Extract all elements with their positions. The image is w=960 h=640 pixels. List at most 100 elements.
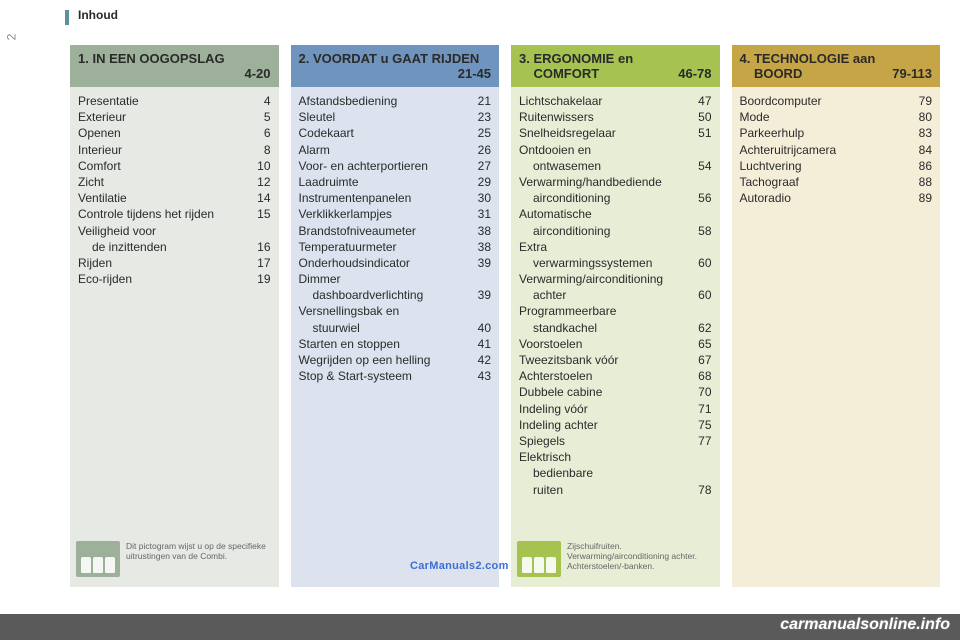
toc-row: Starten en stoppen41 bbox=[299, 336, 492, 352]
toc-label: Luchtvering bbox=[740, 158, 909, 174]
toc-page: 39 bbox=[467, 287, 491, 303]
toc-row: Snelheidsregelaar51 bbox=[519, 125, 712, 141]
toc-page: 38 bbox=[467, 223, 491, 239]
toc-label: Rijden bbox=[78, 255, 247, 271]
toc-row: Voor- en achterportieren27 bbox=[299, 158, 492, 174]
column-header: 1. IN EEN OOGOPSLAG4-20 bbox=[70, 45, 279, 87]
toc-label: Controle tijdens het rijden bbox=[78, 206, 247, 222]
watermark-text: CarManuals2.com bbox=[410, 560, 509, 572]
toc-page: 8 bbox=[247, 142, 271, 158]
toc-label: Openen bbox=[78, 125, 247, 141]
toc-label: Voorstoelen bbox=[519, 336, 688, 352]
toc-label: Indeling achter bbox=[519, 417, 688, 433]
column-title: 3. ERGONOMIE en bbox=[519, 51, 633, 66]
toc-page: 21 bbox=[467, 93, 491, 109]
toc-page bbox=[467, 271, 491, 287]
toc-row: ruiten78 bbox=[519, 482, 712, 498]
toc-row: Stop & Start-systeem43 bbox=[299, 368, 492, 384]
toc-page: 38 bbox=[467, 239, 491, 255]
toc-label: Afstandsbediening bbox=[299, 93, 468, 109]
column-subtitle: COMFORT bbox=[519, 66, 599, 81]
column-body: Lichtschakelaar47Ruitenwissers50Snelheid… bbox=[511, 87, 720, 587]
toc-row: Programmeerbare bbox=[519, 303, 712, 319]
toc-page: 4 bbox=[247, 93, 271, 109]
toc-row: bedienbare bbox=[519, 465, 712, 481]
toc-page: 47 bbox=[688, 93, 712, 109]
toc-row: Mode80 bbox=[740, 109, 933, 125]
toc-page: 19 bbox=[247, 271, 271, 287]
toc-page: 71 bbox=[688, 401, 712, 417]
toc-row: Luchtvering86 bbox=[740, 158, 933, 174]
toc-page: 16 bbox=[247, 239, 271, 255]
toc-row: Onderhoudsindicator39 bbox=[299, 255, 492, 271]
toc-label: bedienbare bbox=[519, 465, 688, 481]
toc-page: 43 bbox=[467, 368, 491, 384]
column-title: 2. VOORDAT u GAAT RIJDEN bbox=[299, 51, 480, 66]
toc-row: Presentatie4 bbox=[78, 93, 271, 109]
pictogram-note: Zijschuifruiten.Verwarming/airconditioni… bbox=[517, 541, 714, 577]
toc-page bbox=[247, 223, 271, 239]
toc-row: Sleutel23 bbox=[299, 109, 492, 125]
toc-label: Onderhoudsindicator bbox=[299, 255, 468, 271]
pictogram-note: Dit pictogram wijst u op de specifieke u… bbox=[76, 541, 273, 577]
toc-page: 26 bbox=[467, 142, 491, 158]
toc-page bbox=[467, 303, 491, 319]
toc-page: 78 bbox=[688, 482, 712, 498]
toc-label: Temperatuurmeter bbox=[299, 239, 468, 255]
column-title: 4. TECHNOLOGIE aan bbox=[740, 51, 876, 66]
toc-row: Veiligheid voor bbox=[78, 223, 271, 239]
toc-page: 10 bbox=[247, 158, 271, 174]
toc-row: Comfort10 bbox=[78, 158, 271, 174]
toc-label: Laadruimte bbox=[299, 174, 468, 190]
toc-row: Verwarming/airconditioning bbox=[519, 271, 712, 287]
toc-row: Codekaart25 bbox=[299, 125, 492, 141]
toc-row: Indeling vóór71 bbox=[519, 401, 712, 417]
toc-row: Achterstoelen68 bbox=[519, 368, 712, 384]
toc-page: 70 bbox=[688, 384, 712, 400]
toc-row: Verklikkerlampjes31 bbox=[299, 206, 492, 222]
toc-row: ontwasemen54 bbox=[519, 158, 712, 174]
toc-page bbox=[688, 465, 712, 481]
toc-label: airconditioning bbox=[519, 190, 688, 206]
toc-page: 15 bbox=[247, 206, 271, 222]
toc-label: achter bbox=[519, 287, 688, 303]
toc-row: stuurwiel40 bbox=[299, 320, 492, 336]
toc-page: 79 bbox=[908, 93, 932, 109]
column-header: 2. VOORDAT u GAAT RIJDEN21-45 bbox=[291, 45, 500, 87]
toc-row: Boordcomputer79 bbox=[740, 93, 933, 109]
toc-row: Brandstofniveaumeter38 bbox=[299, 223, 492, 239]
toc-column: 2. VOORDAT u GAAT RIJDEN21-45 Afstandsbed… bbox=[291, 45, 500, 587]
toc-page bbox=[688, 303, 712, 319]
toc-label: Autoradio bbox=[740, 190, 909, 206]
toc-label: Eco-rijden bbox=[78, 271, 247, 287]
toc-page: 5 bbox=[247, 109, 271, 125]
toc-label: Indeling vóór bbox=[519, 401, 688, 417]
toc-page: 65 bbox=[688, 336, 712, 352]
toc-page: 67 bbox=[688, 352, 712, 368]
seats-icon bbox=[76, 541, 120, 577]
toc-row: de inzittenden16 bbox=[78, 239, 271, 255]
toc-row: Dimmer bbox=[299, 271, 492, 287]
toc-row: Verwarming/handbediende bbox=[519, 174, 712, 190]
toc-page: 84 bbox=[908, 142, 932, 158]
toc-label: Wegrijden op een helling bbox=[299, 352, 468, 368]
toc-label: Sleutel bbox=[299, 109, 468, 125]
column-range: 21-45 bbox=[458, 66, 491, 81]
toc-label: Dubbele cabine bbox=[519, 384, 688, 400]
toc-row: verwarmingssystemen60 bbox=[519, 255, 712, 271]
toc-label: stuurwiel bbox=[299, 320, 468, 336]
toc-row: Laadruimte29 bbox=[299, 174, 492, 190]
toc-row: airconditioning58 bbox=[519, 223, 712, 239]
toc-row: Dubbele cabine70 bbox=[519, 384, 712, 400]
toc-row: Zicht12 bbox=[78, 174, 271, 190]
toc-row: achter60 bbox=[519, 287, 712, 303]
toc-page bbox=[688, 174, 712, 190]
toc-page: 31 bbox=[467, 206, 491, 222]
toc-row: Ventilatie14 bbox=[78, 190, 271, 206]
pictogram-text: Dit pictogram wijst u op de specifieke u… bbox=[126, 541, 273, 561]
toc-column: 3. ERGONOMIE en COMFORT46-78Lichtschakel… bbox=[511, 45, 720, 587]
toc-page: 86 bbox=[908, 158, 932, 174]
toc-row: Eco-rijden19 bbox=[78, 271, 271, 287]
column-subtitle: BOORD bbox=[740, 66, 803, 81]
toc-page: 83 bbox=[908, 125, 932, 141]
